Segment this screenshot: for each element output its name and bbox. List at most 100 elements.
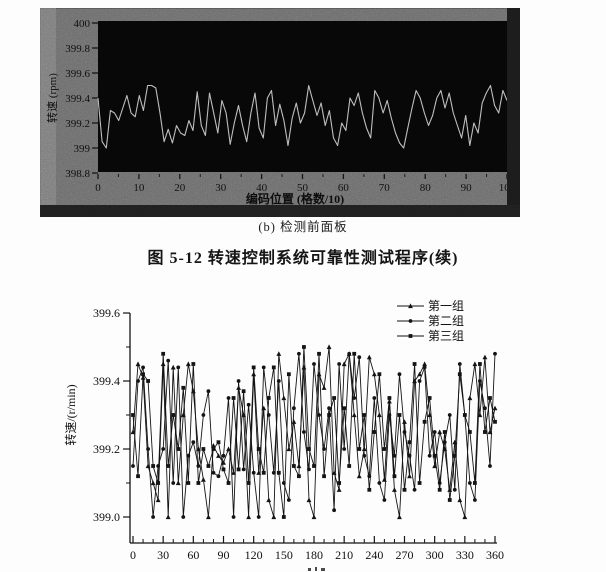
- data-point: [422, 361, 428, 367]
- data-point: [251, 365, 256, 370]
- data-point: [397, 514, 402, 520]
- x-tick-label: 330: [456, 548, 474, 562]
- data-point: [291, 406, 296, 411]
- data-point: [488, 396, 492, 400]
- data-point: [362, 453, 367, 458]
- data-point: [221, 453, 226, 458]
- data-point: [281, 515, 286, 519]
- scan-noise-overlay: [40, 8, 520, 217]
- data-point: [417, 481, 422, 485]
- data-point: [432, 430, 437, 434]
- data-point: [407, 440, 412, 445]
- data-point: [382, 447, 387, 451]
- data-point: [307, 467, 311, 472]
- data-point: [185, 361, 191, 367]
- data-point: [311, 514, 317, 520]
- y-tick-label: 399.4: [93, 374, 120, 388]
- data-point: [146, 447, 150, 451]
- data-point: [161, 447, 166, 451]
- data-point: [136, 474, 140, 479]
- data-point: [367, 487, 372, 492]
- data-point: [437, 429, 443, 435]
- data-point: [286, 498, 291, 502]
- data-point: [156, 464, 161, 468]
- data-point: [216, 440, 221, 445]
- clipped-xlabel-fragment: [315, 567, 317, 571]
- x-tick-label: 360: [486, 548, 504, 562]
- data-point: [171, 481, 176, 485]
- figure-caption: 图 5-12 转速控制系统可靠性测试程序(续): [147, 250, 459, 267]
- data-point: [135, 361, 141, 367]
- data-point: [483, 430, 487, 434]
- data-point: [376, 412, 382, 418]
- data-point: [141, 365, 145, 370]
- data-point: [191, 440, 196, 445]
- data-point: [206, 389, 211, 394]
- legend-label: 第三组: [428, 329, 464, 343]
- data-point: [342, 406, 347, 411]
- data-point: [452, 487, 457, 492]
- data-point: [382, 498, 387, 502]
- data-point: [271, 365, 276, 370]
- data-point: [327, 413, 331, 417]
- y-tick-label: 399.2: [93, 442, 120, 456]
- data-point: [371, 371, 377, 377]
- data-point: [236, 467, 241, 472]
- data-point: [170, 364, 176, 370]
- data-point: [286, 446, 292, 452]
- x-tick-label: 60: [187, 548, 199, 562]
- clipped-xlabel-fragment: [308, 568, 311, 571]
- data-point: [226, 396, 231, 400]
- data-point: [175, 480, 181, 486]
- data-point: [417, 379, 422, 383]
- data-point: [332, 508, 337, 513]
- data-point: [457, 372, 462, 377]
- data-point: [332, 396, 337, 400]
- subfigure-caption: (b) 检测前面板: [258, 220, 348, 234]
- x-tick-label: 270: [396, 548, 414, 562]
- data-point: [402, 487, 407, 492]
- data-point: [362, 413, 367, 417]
- data-point: [372, 430, 377, 434]
- data-point: [322, 474, 326, 479]
- data-point: [191, 362, 196, 366]
- data-point: [200, 477, 206, 482]
- series-group-3: [131, 345, 497, 519]
- data-point: [181, 515, 186, 519]
- data-point: [155, 497, 161, 503]
- data-point: [462, 514, 468, 520]
- y-tick-label: 399.0: [93, 510, 120, 524]
- data-point: [312, 464, 316, 468]
- data-point: [407, 473, 412, 479]
- data-point: [201, 413, 206, 417]
- clipped-xlabel-fragment: [321, 568, 325, 571]
- data-point: [261, 470, 266, 475]
- data-point: [276, 351, 282, 356]
- data-point: [271, 470, 276, 475]
- data-point: [483, 406, 487, 411]
- data-point: [462, 413, 467, 417]
- data-point: [432, 463, 438, 469]
- data-point: [337, 481, 342, 485]
- data-point: [291, 464, 296, 468]
- data-point: [226, 481, 231, 485]
- data-point: [297, 474, 301, 479]
- front-panel-figure: 400 399.8 399.6 399.4 399.2 399 398.8 0 10 20 30 40…: [39, 7, 521, 218]
- data-point: [452, 453, 457, 458]
- data-point: [341, 361, 347, 367]
- reliability-plot-layer: 399.6 399.4 399.2 399.0 0 30 60 90 120 150 180 210 2…: [63, 299, 504, 571]
- data-point: [422, 419, 427, 424]
- data-point: [467, 481, 472, 485]
- data-point: [196, 464, 201, 468]
- data-point: [457, 497, 463, 503]
- data-point: [467, 430, 472, 434]
- data-point: [166, 358, 171, 363]
- data-point: [372, 396, 377, 400]
- data-point: [437, 487, 442, 492]
- data-point: [131, 464, 135, 468]
- data-point: [352, 396, 357, 400]
- data-point: [488, 464, 492, 468]
- data-point: [493, 419, 497, 424]
- x-tick-label: 240: [365, 548, 383, 562]
